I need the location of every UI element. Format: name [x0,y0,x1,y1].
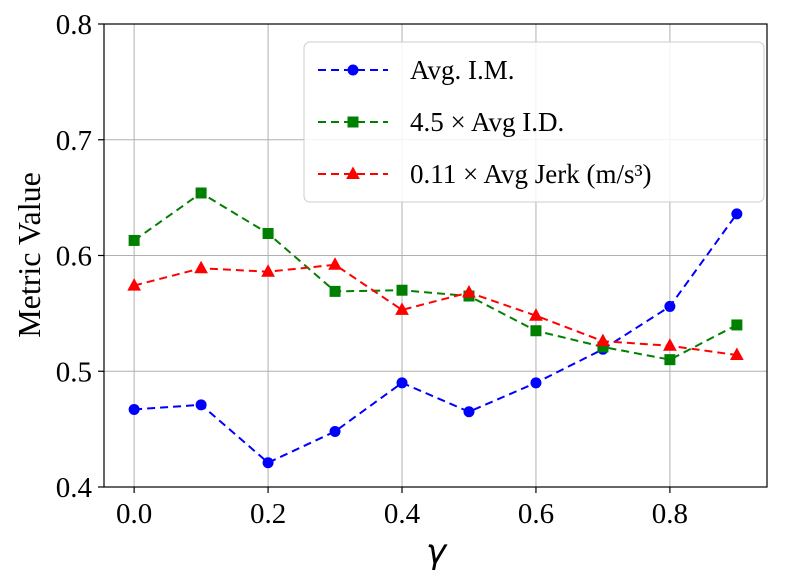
data-point [463,406,475,418]
data-point [530,325,542,337]
legend: Avg. I.M. 4.5 × Avg I.D. 0.11 × Avg Jerk (… [303,41,765,203]
data-point [128,403,140,415]
data-point [262,457,274,469]
y-tick-label: 0.6 [56,241,92,273]
series-2 [128,187,743,366]
legend-marker [346,166,360,179]
data-point [194,260,208,274]
data-point [395,302,409,315]
series-3 [127,257,744,361]
data-point [664,300,676,312]
data-point [195,187,207,199]
series-line [134,213,738,464]
data-point [128,234,140,246]
x-axis-label: γ [426,532,448,572]
series-1 [128,208,743,469]
x-tick-label: 0.4 [384,498,421,530]
legend-entry: 0.11 × Avg Jerk (m/s³) [318,159,652,189]
legend-entry: 4.5 × Avg I.D. [318,107,564,137]
data-point [396,377,408,389]
y-axis-label: Metric Value [11,172,47,338]
data-point [329,285,341,297]
x-tick-label: 0.0 [116,498,152,530]
data-point [663,338,677,351]
data-point [328,257,342,270]
data-point [127,278,141,291]
legend-marker [347,116,359,128]
legend-label: 0.11 × Avg Jerk (m/s³) [410,159,652,189]
series-line [133,263,738,357]
data-point [530,377,542,389]
x-tick-label: 0.8 [652,498,688,530]
data-point [262,228,274,240]
data-point [195,399,207,411]
data-point [731,319,743,331]
x-tick-label: 0.2 [250,498,286,530]
y-tick-label: 0.8 [56,9,92,41]
data-point [462,284,476,298]
legend-entry: Avg. I.M. [318,55,515,85]
data-point [730,347,744,361]
data-point [731,208,743,220]
legend-label: 4.5 × Avg I.D. [410,107,564,137]
y-tick-label: 0.7 [56,125,92,157]
series-layer [127,187,744,469]
series-line [133,191,738,361]
data-point [529,308,543,321]
axis-ticks: 0.0 0.2 0.4 0.6 0.8 0.4 0.5 0.6 0.7 0.8 [56,9,688,530]
legend-marker [347,64,359,76]
legend-box [303,41,765,203]
data-point [329,425,341,437]
data-point [596,333,610,347]
y-tick-label: 0.4 [56,472,93,504]
x-tick-label: 0.6 [518,498,554,530]
data-point [261,264,275,277]
legend-label: Avg. I.M. [410,55,515,85]
data-point [664,354,676,366]
y-tick-label: 0.5 [56,356,92,388]
data-point [396,284,408,296]
